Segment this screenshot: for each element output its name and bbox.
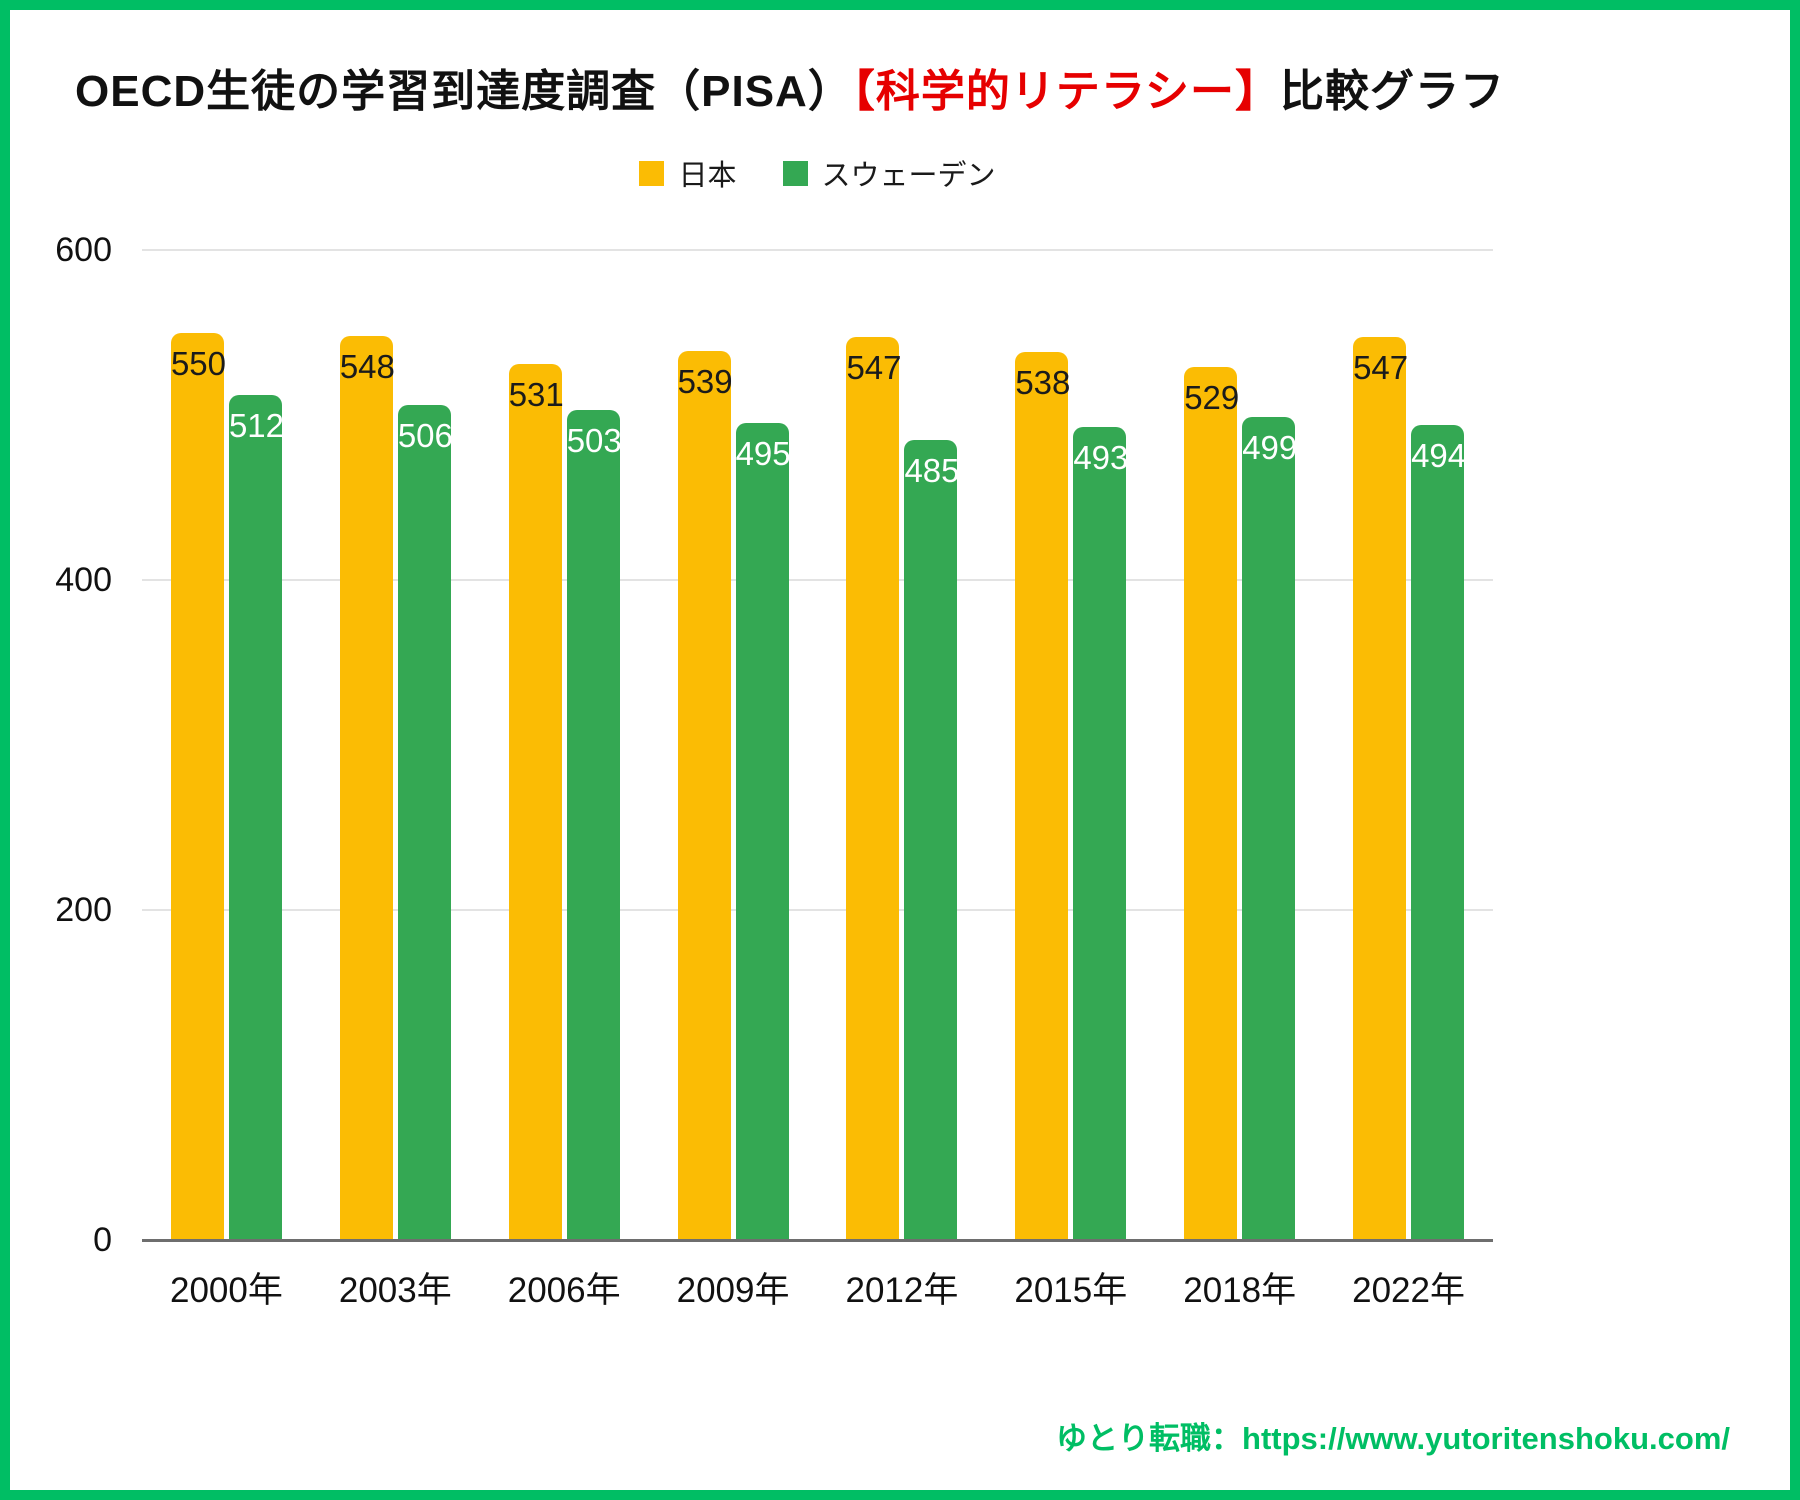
- bar-日本-2009年: 539: [677, 350, 733, 1240]
- bar-日本-2022年: 547: [1353, 337, 1409, 1240]
- bar-group-2006年: 531 503: [480, 250, 649, 1240]
- bar-スウェーデン-2009年: 495: [735, 423, 791, 1240]
- y-tick-label-400: 400: [55, 561, 112, 600]
- x-axis-label-2006年: 2006年: [507, 1271, 621, 1310]
- x-axis-label-2009年: 2009年: [676, 1271, 790, 1310]
- bar-value-label: 493: [1073, 438, 1129, 476]
- bar-value-label: 494: [1411, 436, 1467, 474]
- bar-value-label: 499: [1242, 428, 1298, 466]
- gridline-400: [142, 579, 1493, 581]
- bar-group-2012年: 547 485: [818, 250, 987, 1240]
- title-part-red: 【科学的リテラシー】: [852, 67, 1280, 116]
- bar-スウェーデン-2018年: 499: [1242, 416, 1298, 1240]
- x-axis-label-2015年: 2015年: [1014, 1271, 1128, 1310]
- bar-日本-2000年: 550: [170, 332, 226, 1240]
- bar-group-2000年: 550 512: [142, 250, 311, 1240]
- bar-value-label: 538: [1015, 364, 1071, 402]
- title-part-black-1: OECD生徒の学習到達度調査（PISA）: [75, 67, 853, 116]
- bar-スウェーデン-2000年: 512: [228, 395, 284, 1240]
- sweden-color-swatch: [782, 160, 808, 186]
- y-tick-label-0: 0: [93, 1221, 112, 1259]
- page-title: OECD生徒の学習到達度調査（PISA）【科学的リテラシー】比較グラフ: [75, 55, 1505, 119]
- sweden-legend-label: スウェーデン: [821, 160, 996, 192]
- x-labels: 2000年 2003年 2006年 2009年 2012年 2015年 2018年 2022年: [142, 1240, 1493, 1313]
- bar-group-2022年: 547 494: [1324, 250, 1493, 1240]
- gridline-200: [142, 909, 1493, 911]
- bar-スウェーデン-2015年: 493: [1073, 426, 1129, 1240]
- bars: 550 512 548 506 531 503 539 495 547 485 538 493 529 4…: [142, 250, 1493, 1240]
- bar-日本-2012年: 547: [846, 337, 902, 1240]
- bar-value-label: 485: [904, 451, 960, 489]
- x-axis-label-2022年: 2022年: [1352, 1271, 1465, 1310]
- japan-legend-label: 日本: [678, 160, 737, 192]
- x-axis-label-2003年: 2003年: [338, 1271, 452, 1310]
- bar-value-label: 531: [508, 375, 564, 413]
- bar-スウェーデン-2022年: 494: [1411, 424, 1467, 1240]
- x-axis-line: [142, 1239, 1493, 1242]
- x-axis-label-2000年: 2000年: [170, 1271, 283, 1310]
- bar-日本-2003年: 548: [339, 335, 395, 1240]
- x-axis-label-2018年: 2018年: [1183, 1271, 1297, 1310]
- bar-日本-2015年: 538: [1015, 352, 1071, 1240]
- bar-スウェーデン-2012年: 485: [904, 439, 960, 1240]
- source-credit: ゆとり転職：https://www.yutoritenshoku.com/: [1056, 1421, 1730, 1456]
- japan-color-swatch: [639, 160, 665, 186]
- bar-日本-2018年: 529: [1184, 367, 1240, 1240]
- bar-value-label: 529: [1184, 379, 1240, 417]
- bar-value-label: 506: [397, 417, 453, 455]
- bar-value-label: 495: [735, 435, 791, 473]
- bar-value-label: 503: [566, 422, 622, 460]
- bar-value-label: 547: [1353, 349, 1409, 387]
- bar-group-2015年: 538 493: [986, 250, 1155, 1240]
- bar-value-label: 547: [846, 349, 902, 387]
- legend: 日本 スウェーデン: [142, 152, 1493, 194]
- bar-スウェーデン-2003年: 506: [397, 405, 453, 1240]
- gridline-600: [142, 249, 1493, 251]
- bar-value-label: 548: [339, 347, 395, 385]
- bar-value-label: 550: [170, 344, 226, 382]
- bar-group-2003年: 548 506: [311, 250, 480, 1240]
- bar-group-2018年: 529 499: [1155, 250, 1324, 1240]
- y-tick-label-600: 600: [55, 231, 112, 269]
- x-axis-label-2012年: 2012年: [845, 1271, 959, 1310]
- bar-日本-2006年: 531: [508, 363, 564, 1240]
- legend-item-japan: 日本: [639, 152, 737, 194]
- bar-group-2009年: 539 495: [649, 250, 818, 1240]
- bar-スウェーデン-2006年: 503: [566, 410, 622, 1240]
- y-tick-label-200: 200: [55, 891, 112, 930]
- bar-value-label: 512: [228, 407, 284, 445]
- legend-item-sweden: スウェーデン: [782, 152, 996, 194]
- bar-value-label: 539: [677, 362, 733, 400]
- title-part-black-2: 比較グラフ: [1279, 67, 1505, 116]
- plot-area: 550 512 548 506 531 503 539 495 547 485 538 493 529 4…: [55, 231, 1493, 1310]
